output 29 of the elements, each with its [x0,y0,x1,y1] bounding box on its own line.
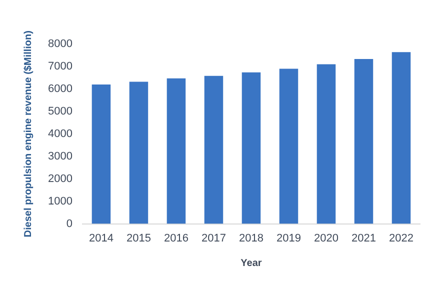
x-tick-label: 2014 [88,232,114,244]
y-tick-label: 6000 [48,82,72,95]
bar [92,84,111,224]
y-tick-label: 2000 [48,172,72,185]
bar [354,59,374,224]
bar [129,82,148,224]
y-axis-title: Diesel propulsion engine revenue ($Million) [22,30,34,238]
x-axis-title: Year [240,258,262,269]
x-tick-label: 2017 [201,232,226,244]
y-tick-label: 3000 [48,150,72,162]
y-tick-label: 4000 [48,128,72,140]
x-tick-label: 2016 [164,232,188,244]
x-tick-label: 2021 [352,232,376,244]
bar [242,72,261,224]
x-tick-label: 2022 [389,232,414,244]
y-tick-label: 5000 [48,105,72,118]
x-tick-label: 2018 [238,232,264,244]
x-tick-label: 2019 [276,232,301,244]
y-tick-label: 7000 [48,60,72,73]
y-tick-label: 1000 [48,195,72,208]
bar [166,78,186,224]
bar [392,52,411,224]
bar [316,64,336,224]
x-tick-label: 2020 [314,232,338,244]
x-tick-label: 2015 [126,232,151,244]
bar [279,68,298,224]
y-tick-label: 8000 [48,38,72,50]
bar [204,76,224,224]
y-tick-label: 0 [66,218,72,230]
